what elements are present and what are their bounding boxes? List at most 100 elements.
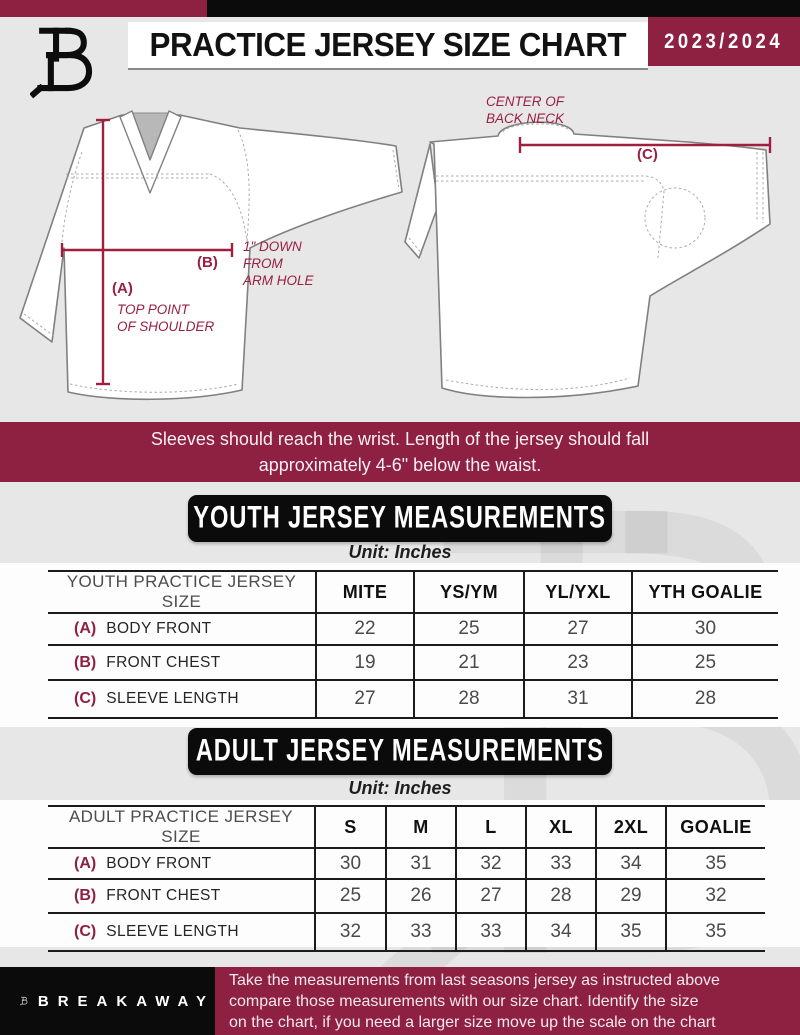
column-header: S — [314, 806, 386, 848]
breakaway-b-logo — [30, 27, 93, 99]
label-a-note: TOP POINT OF SHOULDER — [117, 302, 215, 334]
row-label: (A) BODY FRONT — [48, 612, 316, 645]
row-label: (B) FRONT CHEST — [48, 878, 315, 913]
measure-label: BODY FRONT — [106, 620, 212, 637]
value-cell: 27 — [455, 878, 526, 913]
measure-line-c — [518, 137, 772, 153]
value-cell: 28 — [525, 878, 596, 913]
measure-line-a — [96, 118, 110, 386]
measure-tag: (A) — [74, 620, 97, 637]
row-label: (A) BODY FRONT — [48, 847, 315, 879]
top-strip-maroon — [0, 0, 207, 17]
column-header: MITE — [315, 571, 414, 613]
column-header: YL/YXL — [523, 571, 632, 613]
value-cell: 35 — [595, 912, 666, 951]
fit-instruction-banner: Sleeves should reach the wrist. Length o… — [0, 422, 800, 482]
column-header: YTH GOALIE — [631, 571, 778, 613]
value-cell: 25 — [631, 644, 778, 680]
value-cell: 32 — [314, 912, 386, 951]
table-row: (C) SLEEVE LENGTH 32 33 33 34 35 35 — [48, 912, 765, 951]
label-b-tag: (B) — [197, 254, 218, 271]
row-label: (C) SLEEVE LENGTH — [48, 912, 315, 951]
season-badge: 2023/2024 — [648, 17, 800, 66]
value-cell: 25 — [413, 612, 524, 645]
measure-tag: (A) — [74, 854, 97, 872]
table-row: (A) BODY FRONT 22 25 27 30 — [48, 612, 778, 645]
label-c-note: CENTER OF BACK NECK — [486, 94, 565, 126]
title-bar: PRACTICE JERSEY SIZE CHART — [128, 22, 648, 68]
value-cell: 28 — [631, 679, 778, 718]
column-header: 2XL — [595, 806, 666, 848]
label-c-tag: (C) — [637, 146, 658, 163]
value-cell: 28 — [413, 679, 524, 718]
value-cell: 33 — [385, 912, 456, 951]
page-title: PRACTICE JERSEY SIZE CHART — [149, 26, 627, 63]
top-strip-black — [207, 0, 800, 17]
value-cell: 30 — [631, 612, 778, 645]
value-cell: 31 — [523, 679, 632, 718]
value-cell: 25 — [314, 878, 386, 913]
measure-tag: (C) — [74, 923, 97, 940]
value-cell: 19 — [315, 644, 414, 680]
value-cell: 32 — [665, 878, 765, 913]
column-header: ADULT PRACTICE JERSEY SIZE — [68, 807, 294, 846]
column-header: L — [455, 806, 526, 848]
value-cell: 35 — [665, 847, 765, 879]
table-row: (B) FRONT CHEST 25 26 27 28 29 32 — [48, 878, 765, 913]
breakaway-b-logo-footer — [20, 996, 28, 1006]
column-header: GOALIE — [665, 806, 765, 848]
measure-tag: (B) — [74, 653, 97, 671]
value-cell: 33 — [525, 847, 596, 879]
column-header: M — [385, 806, 456, 848]
value-cell: 23 — [523, 644, 632, 680]
table-row: (A) BODY FRONT 30 31 32 33 34 35 — [48, 847, 765, 879]
value-cell: 31 — [385, 847, 456, 879]
measure-line-b — [60, 243, 234, 257]
footer-note-block: Take the measurements from last seasons … — [215, 967, 800, 1035]
measure-tag: (B) — [74, 887, 97, 904]
value-cell: 30 — [314, 847, 386, 879]
measure-label: FRONT CHEST — [106, 653, 221, 671]
adult-table: ADULT PRACTICE JERSEY SIZE S M L XL 2XL … — [48, 805, 765, 952]
measure-label: FRONT CHEST — [106, 887, 221, 904]
measure-label: SLEEVE LENGTH — [106, 923, 239, 940]
table-header-row: ADULT PRACTICE JERSEY SIZE S M L XL 2XL … — [48, 806, 765, 848]
value-cell: 27 — [315, 679, 414, 718]
youth-unit-label: Unit: Inches — [348, 542, 452, 562]
column-header: YOUTH PRACTICE JERSEY SIZE — [66, 572, 297, 611]
label-b-note: 1" DOWN FROM ARM HOLE — [243, 239, 314, 288]
youth-section-header: YOUTH JERSEY MEASUREMENTS — [188, 495, 612, 542]
adult-unit-label: Unit: Inches — [348, 778, 452, 798]
jersey-back — [404, 121, 772, 399]
column-header: YS/YM — [413, 571, 524, 613]
jersey-front — [19, 110, 403, 401]
value-cell: 32 — [455, 847, 526, 879]
brand-name: BREAKAWAY — [37, 992, 215, 1010]
youth-section-title: YOUTH JERSEY MEASUREMENTS — [193, 500, 607, 536]
row-label: (C) SLEEVE LENGTH — [48, 679, 316, 718]
adult-section-title: ADULT JERSEY MEASUREMENTS — [195, 733, 605, 769]
value-cell: 21 — [413, 644, 524, 680]
youth-table: YOUTH PRACTICE JERSEY SIZE MITE YS/YM YL… — [48, 570, 778, 719]
value-cell: 34 — [525, 912, 596, 951]
column-header: XL — [525, 806, 596, 848]
season-label: 2023/2024 — [664, 29, 784, 53]
footer-note: Take the measurements from last seasons … — [229, 971, 720, 1031]
fit-instruction-text: Sleeves should reach the wrist. Length o… — [150, 429, 650, 475]
value-cell: 22 — [315, 612, 414, 645]
footer-brand-block: BREAKAWAY — [0, 967, 215, 1035]
label-a-tag: (A) — [112, 280, 133, 297]
measure-tag: (C) — [74, 690, 97, 707]
value-cell: 27 — [523, 612, 632, 645]
measure-label: BODY FRONT — [106, 854, 212, 872]
value-cell: 34 — [595, 847, 666, 879]
table-header-row: YOUTH PRACTICE JERSEY SIZE MITE YS/YM YL… — [48, 571, 778, 613]
value-cell: 26 — [385, 878, 456, 913]
value-cell: 33 — [455, 912, 526, 951]
table-row: (C) SLEEVE LENGTH 27 28 31 28 — [48, 679, 778, 718]
table-row: (B) FRONT CHEST 19 21 23 25 — [48, 644, 778, 680]
adult-section-header: ADULT JERSEY MEASUREMENTS — [188, 728, 612, 775]
jersey-diagrams — [19, 110, 772, 401]
measure-label: SLEEVE LENGTH — [106, 690, 239, 707]
